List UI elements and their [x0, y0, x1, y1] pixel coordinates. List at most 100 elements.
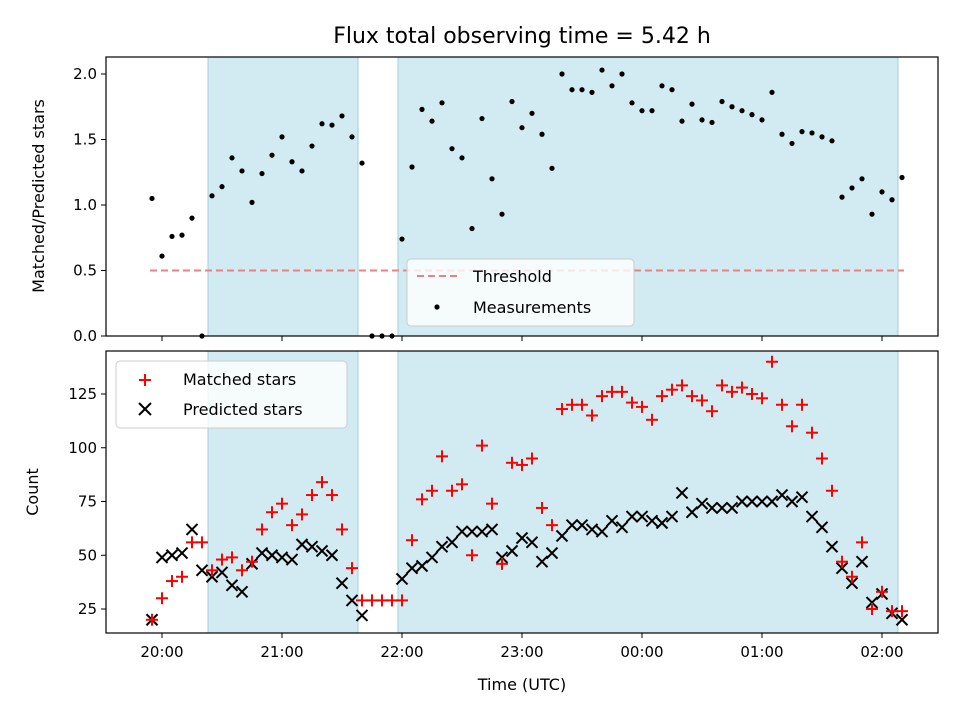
matched-star-point [226, 551, 238, 564]
matched-star-point [536, 501, 548, 514]
y-tick-label: 75 [78, 493, 97, 511]
bottom-x-ticks: 20:00 21:00 22:00 23:00 00:00 01:00 02:00 [140, 633, 904, 661]
measurement-point [249, 199, 255, 205]
predicted-star-point [535, 555, 549, 568]
predicted-star-point [825, 540, 839, 553]
matched-star-point [506, 456, 518, 469]
measurement-point [749, 112, 755, 118]
measurement-point [269, 152, 275, 158]
matched-star-point [436, 450, 448, 463]
measurement-point [419, 106, 425, 112]
top-x-ticks [161, 336, 883, 341]
measurement-point [619, 71, 625, 77]
top-y-ticks: 0.0 0.5 1.0 1.5 2.0 [73, 65, 106, 345]
predicted-star-point [155, 551, 169, 564]
predicted-star-point [675, 486, 689, 500]
predicted-star-point [335, 576, 349, 590]
predicted-star-point [495, 551, 509, 564]
ratio-panel: 0.00.51.01.52.0 Matched/Predicted stars … [29, 56, 939, 345]
measurement-point [639, 108, 645, 114]
measurement-point [259, 170, 265, 177]
measurement-point [859, 176, 865, 182]
bottom-legend: Matched stars Predicted stars [115, 360, 348, 429]
x-axis-label: Time (UTC) [477, 675, 566, 694]
chart-title: Flux total observing time = 5.42 h [333, 24, 711, 49]
predicted-star-point [815, 521, 829, 534]
matched-star-point [446, 484, 458, 497]
measurement-point [839, 194, 845, 200]
measurement-point [609, 83, 615, 89]
matched-legend-marker [139, 374, 151, 386]
matched-star-point [476, 439, 488, 452]
measurement-point [729, 104, 735, 110]
matched-star-point [556, 403, 568, 416]
predicted-star-point [795, 490, 809, 504]
matched-star-point [656, 390, 668, 403]
measurement-point [649, 108, 655, 114]
matched-star-point [146, 613, 158, 626]
measurement-point [759, 117, 765, 123]
predicted-star-point [475, 525, 489, 538]
predicted-star-point [255, 546, 269, 560]
predicted-star-point [775, 488, 789, 502]
predicted-star-point [305, 540, 319, 553]
predicted-star-point [325, 549, 339, 562]
measurement-point [719, 98, 725, 105]
matched-star-point [586, 409, 598, 422]
predicted-star-point [705, 501, 719, 515]
matched-star-point [646, 413, 658, 426]
measurement-point [159, 253, 165, 259]
predicted-star-point [285, 553, 299, 566]
matched-star-point [526, 452, 538, 465]
measurement-point [789, 140, 795, 147]
predicted-star-point [275, 551, 289, 564]
matched-star-point [876, 585, 888, 598]
matched-star-point [576, 398, 588, 411]
matched-star-point [836, 555, 848, 568]
measurement-point [309, 143, 315, 149]
measurement-point [499, 211, 505, 217]
matched-star-point [636, 400, 648, 413]
matched-star-point [166, 575, 178, 588]
y-tick-label: 50 [78, 546, 97, 564]
measurement-point [519, 125, 525, 131]
measurement-point [889, 197, 895, 203]
predicted-star-point [355, 609, 369, 622]
measurement-point [539, 131, 545, 137]
observing-interval-1 [397, 350, 899, 634]
measurement-point [709, 119, 715, 126]
measurement-point [349, 134, 355, 140]
measurement-point [279, 134, 285, 140]
predicted-star-point [265, 549, 279, 562]
matched-star-point [726, 385, 738, 398]
measurement-point [669, 87, 675, 93]
predicted-star-point [395, 572, 409, 586]
matched-star-point [286, 519, 298, 532]
matched-star-point [786, 420, 798, 433]
predicted-star-point [695, 497, 709, 510]
matched-star-point [616, 385, 628, 398]
matched-star-point [196, 536, 208, 549]
measurement-point [569, 87, 575, 93]
measurement-point [659, 83, 665, 89]
predicted-star-point [595, 525, 609, 538]
predicted-star-point [865, 596, 879, 609]
predicted-star-point [545, 546, 559, 560]
y-tick-label: 1.0 [73, 196, 97, 214]
predicted-star-point [745, 495, 759, 508]
measurement-point [319, 121, 325, 127]
predicted-star-point [505, 544, 519, 558]
matched-star-point [666, 383, 678, 396]
measurement-point [849, 185, 855, 191]
predicted-star-point [195, 564, 209, 577]
matched-star-point [216, 553, 228, 566]
matched-star-point [396, 594, 408, 607]
matched-star-point [736, 381, 748, 394]
y-tick-label: 0.0 [73, 327, 97, 345]
predicted-star-point [465, 525, 479, 538]
predicted-star-point [565, 518, 579, 532]
predicted-star-point [185, 523, 199, 536]
matched-star-point [706, 405, 718, 418]
measurement-point [189, 215, 195, 221]
matched-star-point [796, 398, 808, 411]
